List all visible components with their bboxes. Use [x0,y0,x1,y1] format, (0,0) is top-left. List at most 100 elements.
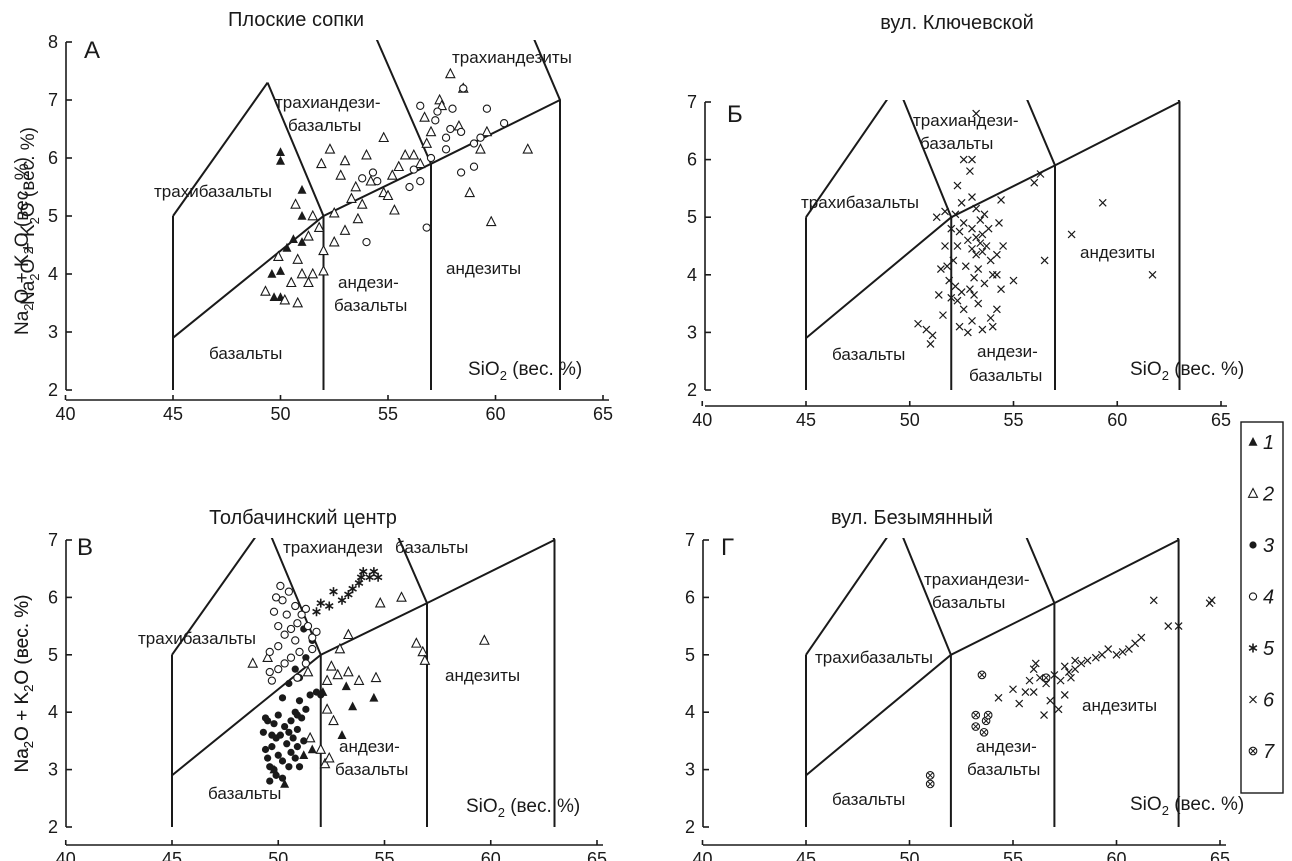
data-point [339,155,351,166]
data-point [303,230,314,241]
data-point [295,647,304,657]
data-point [280,659,289,668]
data-point [287,748,295,756]
data-point [1070,656,1080,665]
data-point [293,725,301,734]
data-point [1067,230,1076,239]
data-point [972,233,981,242]
data-point [977,670,987,680]
data-point [373,177,382,186]
legend-item-3: 3 [1249,535,1274,557]
data-point [369,566,379,577]
data-point [967,316,977,325]
data-point [959,155,968,164]
legend-item-7: 7 [1248,741,1275,763]
data-point [291,754,299,762]
data-point [1149,596,1158,605]
y-tick-label: 2 [48,380,58,400]
data-point [260,285,271,296]
data-point [378,132,389,143]
data-point [1118,647,1127,657]
data-point [976,239,985,248]
data-point [938,311,948,320]
field-label-basaltic-andesites-2: базальты [967,760,1040,779]
data-point [459,84,468,93]
data-point [283,740,291,748]
x-axis-label: SiO2 (вес. %) [1130,359,1244,383]
data-point [1164,621,1173,631]
data-point [318,245,329,256]
data-point [291,665,299,673]
data-point [971,710,981,720]
field-boundary [270,538,322,827]
data-point [417,646,428,657]
data-point [957,287,966,297]
y-axis-label: Na2O + K2O (вес. %) [12,595,36,773]
legend-item-5: 5 [1248,638,1275,660]
data-point [329,236,340,247]
data-point [971,722,981,731]
legend-label: 2 [1262,484,1274,506]
data-point [293,743,301,751]
data-point [317,691,325,699]
data-point [300,737,308,745]
field-labels: трахиандези- базальты трахибазальты анде… [815,570,1157,809]
data-point [303,277,314,288]
data-point [282,610,291,619]
field-label-basalts: базальты [832,790,905,809]
data-point [445,68,456,79]
data-point [957,198,966,207]
field-boundary [1025,538,1056,827]
data-point [361,149,372,160]
data-point [1148,270,1157,279]
data-point [499,119,509,128]
y-tick-label: 7 [48,530,58,550]
field-label-basaltic-andesites-1: андези- [976,737,1037,756]
classification-boundaries [171,538,556,827]
panel-title: Толбачинский центр [209,507,397,529]
y-tick-label: 3 [48,322,58,342]
data-point [1031,659,1040,668]
panel-title: Плоские сопки [228,9,364,31]
data-point [456,168,466,177]
data-point [969,290,979,300]
y-tick-label: 5 [685,645,695,665]
field-label-andesites: андезиты [446,259,521,278]
data-point [357,198,368,209]
data-point [422,223,431,232]
data-point [967,244,977,253]
data-point [986,256,995,265]
data-point [974,264,983,274]
x-tick-label: 65 [593,404,613,424]
data-point [292,253,303,264]
panel-label: Б [727,101,743,128]
data-point [1056,676,1065,685]
data-point [419,654,430,665]
data-point [266,763,274,771]
data-point [284,587,294,596]
legend-box [1240,421,1284,794]
data-point [270,720,278,728]
data-point [1207,596,1216,605]
data-point [295,763,304,771]
data-point [339,224,351,235]
data-point [301,604,311,614]
y-tick-label: 2 [687,380,697,400]
data-point [352,213,363,224]
data-point [1091,653,1100,662]
data-point [293,673,302,682]
data-point [393,161,404,172]
data-point [922,325,931,334]
y-tick-label: 4 [48,264,58,284]
data-point [976,215,985,225]
field-label-andesites: андезиты [1080,243,1155,262]
data-point [992,270,1002,279]
data-point [274,751,282,759]
field-boundary [375,40,432,390]
data-point [265,667,274,677]
data-point [261,714,270,722]
data-point [286,624,296,634]
